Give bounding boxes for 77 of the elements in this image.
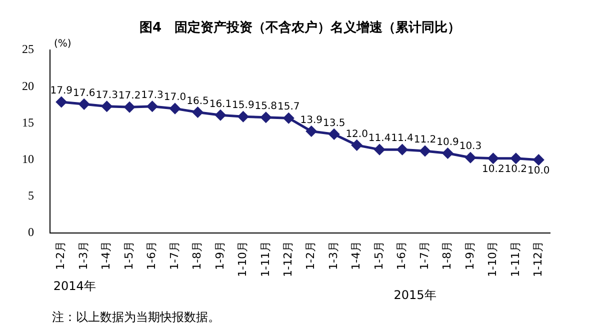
text: 注：以上数据为当期快报数据。 <box>52 310 220 324</box>
data-label: 10.9 <box>436 136 459 148</box>
point <box>78 98 90 110</box>
point <box>306 126 317 137</box>
point <box>397 144 408 155</box>
x-tick-label: 1-10月 <box>486 241 500 278</box>
point <box>238 111 248 122</box>
point <box>147 101 158 112</box>
x-tick-label: 1-7月 <box>418 241 431 270</box>
data-label: 13.9 <box>300 114 322 126</box>
x-tick-label: 1-2月 <box>54 241 68 270</box>
point <box>510 153 522 164</box>
x-tick-label: 1-5月 <box>372 241 386 270</box>
point <box>283 112 294 124</box>
x-tick-label: 1-7月 <box>168 241 181 270</box>
point <box>352 140 362 150</box>
point <box>192 106 203 118</box>
data-label: 10.3 <box>459 141 482 152</box>
data-label: 10.2 <box>482 164 504 175</box>
y-tick-label: 10 <box>22 152 34 166</box>
data-label: 13.5 <box>322 118 346 129</box>
x-tick-label: 1-4月 <box>100 241 113 270</box>
text: 2015年 <box>394 288 436 302</box>
x-tick-label: 1-4月 <box>350 241 363 270</box>
data-label: 11.4 <box>368 133 391 144</box>
data-label: 11.4 <box>391 133 414 144</box>
point <box>260 112 272 123</box>
data-label: 15.8 <box>254 100 278 112</box>
x-tick-label: 1-9月 <box>463 241 476 270</box>
y-tick-label: 20 <box>22 78 34 93</box>
data-label: 17.0 <box>164 92 186 104</box>
x-tick-label: 1-8月 <box>440 241 454 270</box>
point <box>488 153 498 164</box>
data-label: 16.1 <box>209 98 232 110</box>
y-tick-label: 0 <box>28 225 34 240</box>
data-label: 15.7 <box>278 102 300 113</box>
point <box>56 96 67 108</box>
data-label: 10.0 <box>528 165 550 176</box>
y-axis-title: (%) <box>54 38 72 50</box>
x-tick-label: 1-8月 <box>190 241 204 270</box>
data-label: 10.2 <box>504 164 528 175</box>
data-label: 17.3 <box>141 90 164 101</box>
y-tick-label: 25 <box>22 42 34 56</box>
x-tick-label: 1-5月 <box>122 241 136 270</box>
point <box>374 144 385 155</box>
x-tick-label: 1-6月 <box>395 241 408 270</box>
point <box>215 110 226 120</box>
point <box>124 102 135 112</box>
data-label: 17.6 <box>72 88 96 99</box>
x-tick-label: 1-3月 <box>76 241 90 270</box>
x-tick-label: 1-9月 <box>213 241 226 270</box>
data-label: 17.9 <box>50 86 72 97</box>
data-label: 11.2 <box>414 134 436 146</box>
x-tick-label: 1-11月 <box>508 241 522 278</box>
x-tick-label: 1-2月 <box>304 241 318 270</box>
x-tick-label: 1-6月 <box>145 241 158 270</box>
point <box>442 148 453 158</box>
y-tick-label: 15 <box>22 115 34 130</box>
data-label: 15.9 <box>232 100 254 112</box>
x-tick-label: 1-11月 <box>258 241 272 278</box>
x-tick-label: 1-12月 <box>281 241 294 278</box>
y-tick-label: 5 <box>28 188 34 203</box>
data-label: 12.0 <box>346 128 368 140</box>
chart-title: 图4 固定资产投资（不含农户）名义增速（累计同比） <box>139 19 461 36</box>
point <box>328 128 340 140</box>
point <box>420 146 430 156</box>
x-tick-label: 1-12月 <box>531 241 544 278</box>
data-label: 17.2 <box>118 90 141 102</box>
point <box>102 101 112 112</box>
point <box>465 152 476 163</box>
data-label: 16.5 <box>186 96 209 107</box>
data-label: 17.3 <box>96 90 118 101</box>
point <box>533 154 544 166</box>
text: 2014年 <box>53 279 96 294</box>
x-tick-label: 1-3月 <box>326 241 340 270</box>
x-tick-label: 1-10月 <box>236 241 250 278</box>
point <box>170 103 180 114</box>
